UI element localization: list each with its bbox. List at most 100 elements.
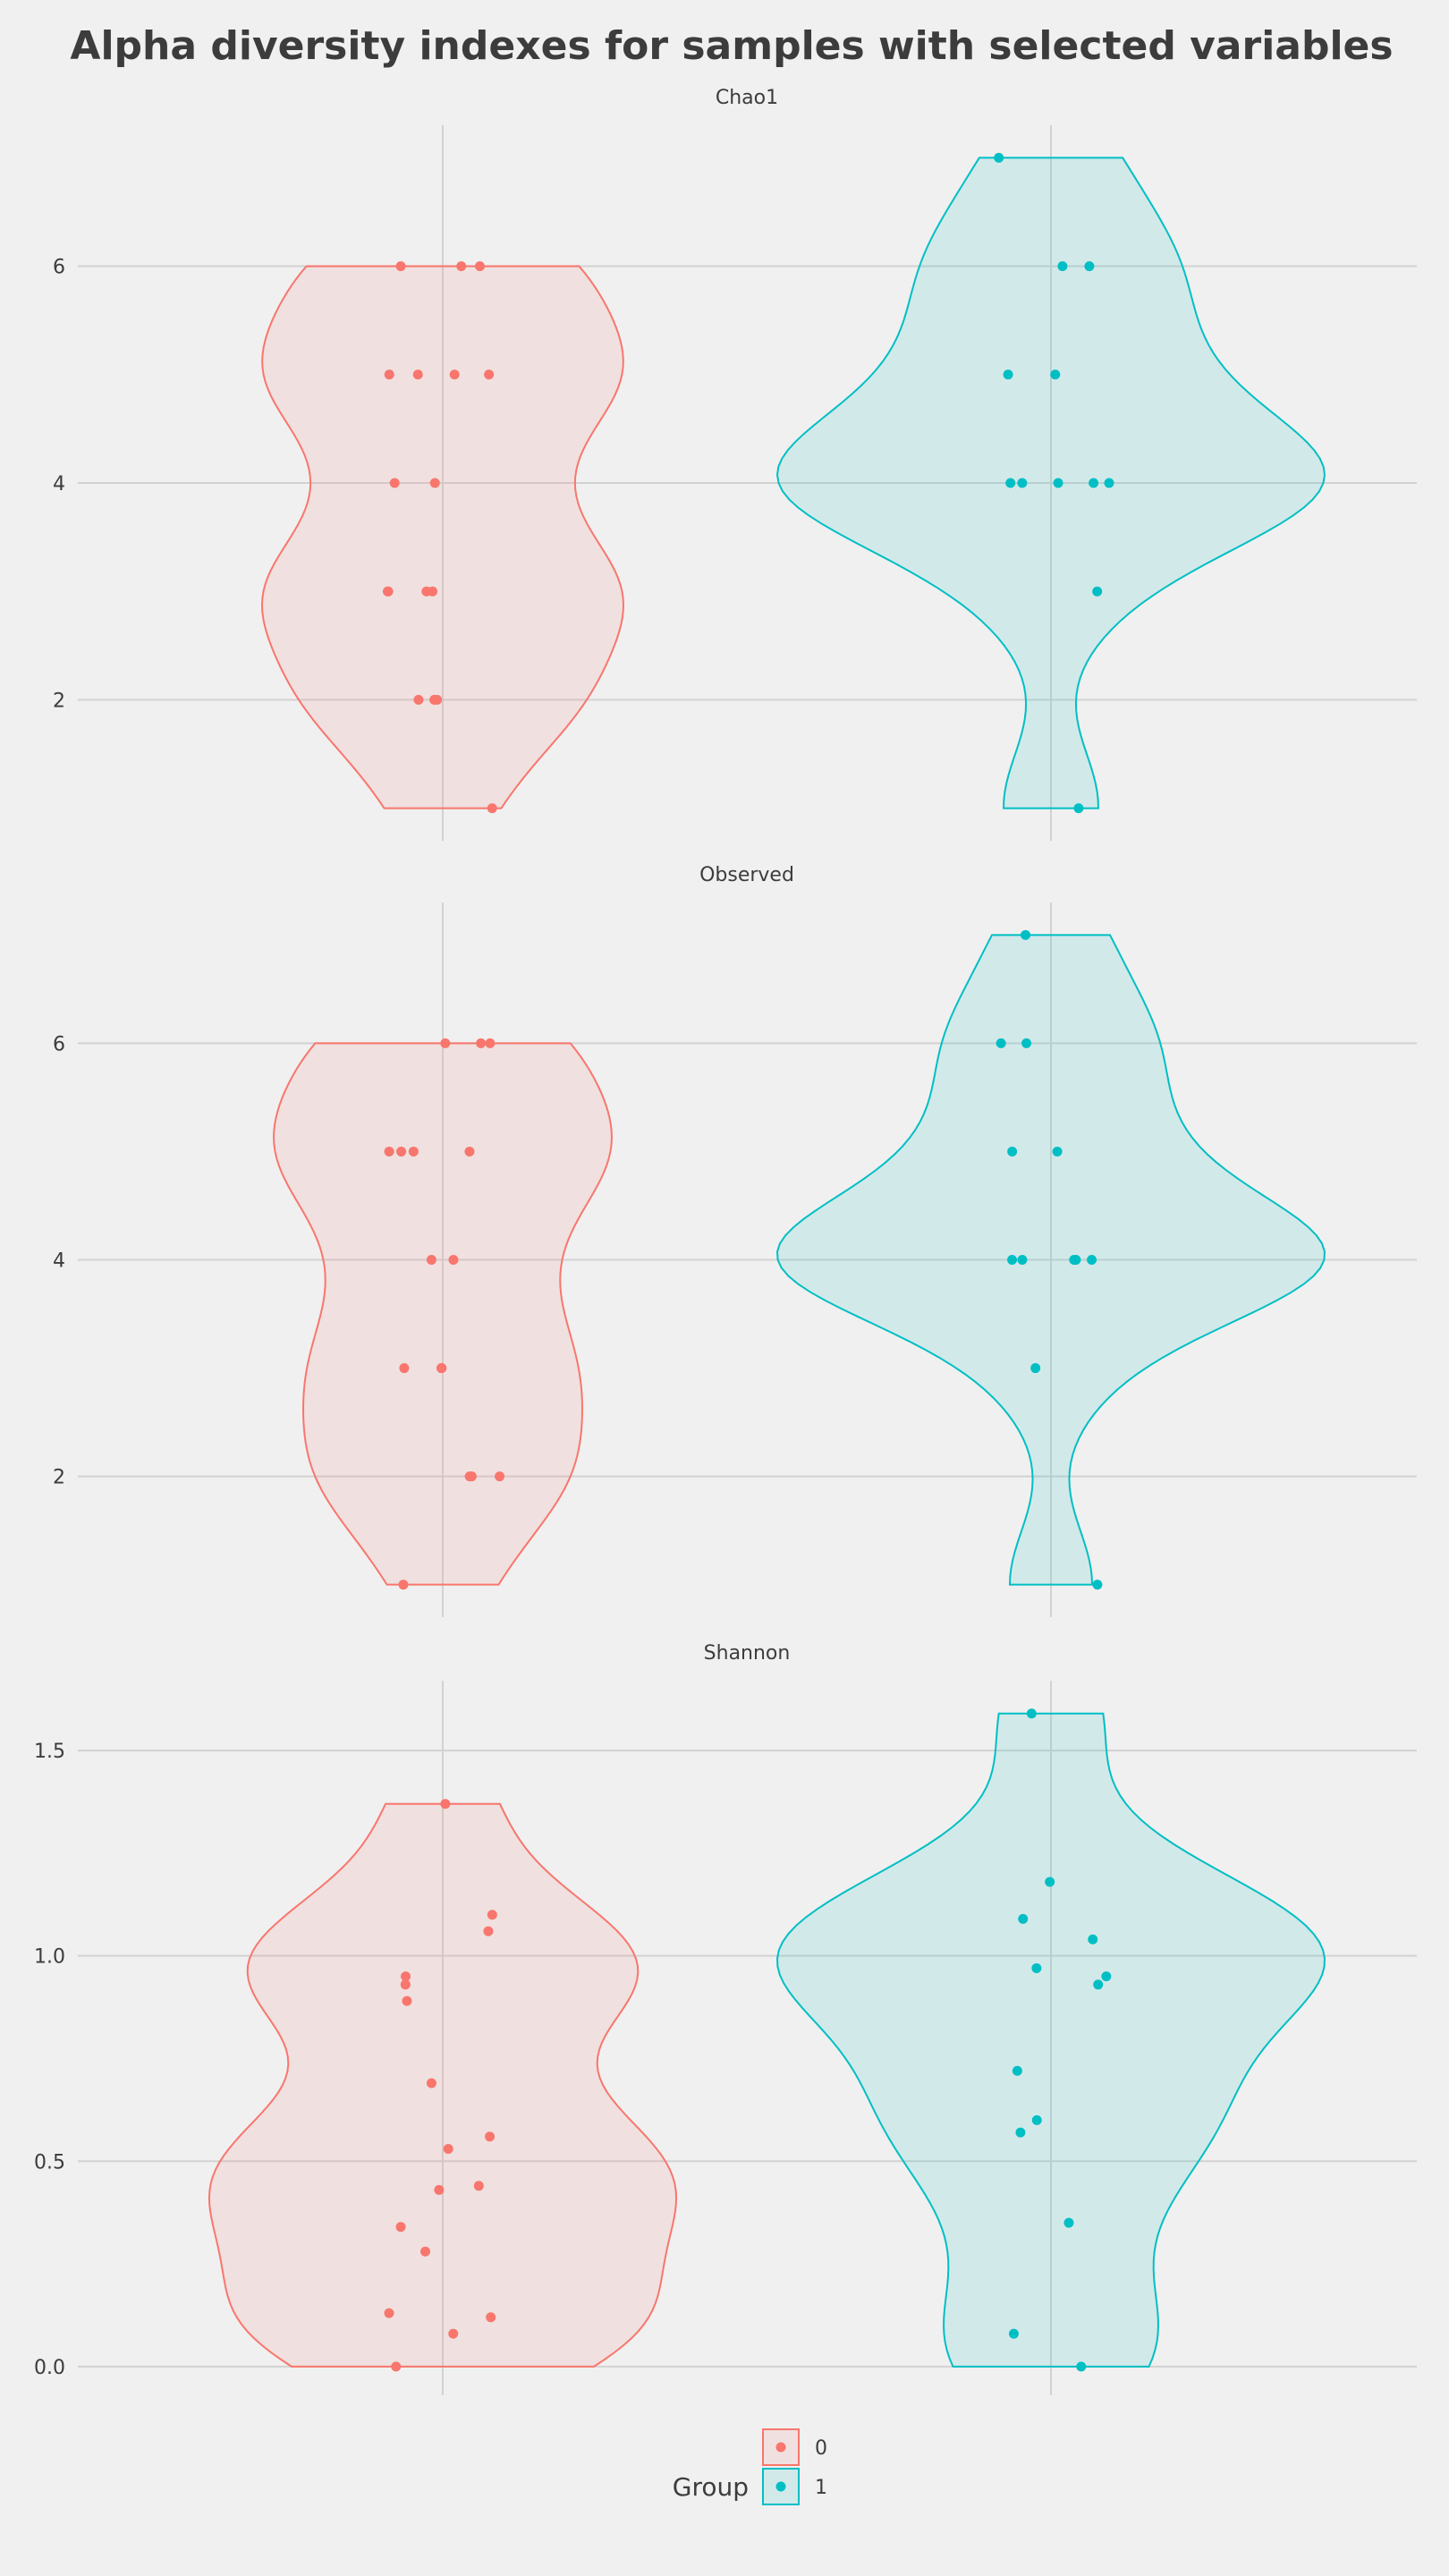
data-point [476, 1038, 487, 1048]
data-point [443, 2143, 453, 2154]
panel-strip-label: Chao1 [716, 87, 778, 109]
data-point [1063, 2217, 1074, 2228]
data-point [486, 2312, 496, 2323]
data-point [473, 2181, 484, 2191]
data-point [384, 2308, 394, 2318]
data-point [449, 369, 460, 380]
data-point [495, 1471, 505, 1482]
data-point [1092, 1580, 1103, 1590]
data-point [384, 1146, 394, 1157]
y-tick-label: 2 [53, 1467, 65, 1489]
legend-key-point [775, 2481, 786, 2492]
data-point [483, 1926, 494, 1936]
legend-title: Group [673, 2472, 749, 2502]
data-point [1026, 1708, 1037, 1719]
data-point [1031, 1962, 1042, 1973]
data-point [1003, 369, 1013, 380]
y-tick-label: 6 [53, 1033, 65, 1055]
data-point [382, 586, 393, 597]
data-point [436, 1363, 447, 1374]
data-point [487, 1910, 497, 1920]
legend-label: 0 [815, 2437, 827, 2460]
data-point [398, 1580, 409, 1590]
data-point [1045, 1877, 1055, 1887]
violin-group-1 [775, 1712, 1326, 2368]
panel-strip-label: Shannon [704, 1642, 791, 1665]
data-point [1057, 261, 1068, 272]
panel-observed: Observed 2 4 6 [53, 864, 1417, 1617]
data-point [412, 369, 423, 380]
data-point [428, 586, 438, 597]
data-point [1104, 478, 1114, 488]
violin-group-1 [775, 934, 1326, 1586]
data-point [1031, 2114, 1042, 2125]
data-point [401, 1971, 411, 1982]
legend-entry-1: 1 [762, 2468, 827, 2505]
data-point [1087, 1255, 1097, 1265]
y-tick-label: 4 [53, 1250, 65, 1273]
violin-group-0 [260, 265, 625, 809]
legend-key-point [775, 2442, 786, 2453]
data-point [1071, 1255, 1081, 1265]
data-point [434, 2184, 445, 2195]
data-point [1007, 1146, 1018, 1157]
data-point [389, 478, 400, 488]
legend: 0 1 Group [673, 2428, 827, 2505]
violin-group-0 [273, 1042, 613, 1586]
y-tick-label: 1.5 [34, 1741, 65, 1763]
data-point [391, 2361, 402, 2372]
y-tick-label: 0.0 [34, 2357, 65, 2379]
y-tick-label: 2 [53, 690, 65, 712]
violin-group-0 [208, 1802, 678, 2368]
y-tick-label: 1.0 [34, 1946, 65, 1969]
data-point [429, 478, 440, 488]
legend-key [762, 2428, 800, 2466]
data-point [395, 261, 406, 272]
data-point [1017, 478, 1028, 488]
legend-label: 1 [815, 2477, 827, 2499]
legend-entry-0: 0 [762, 2428, 827, 2466]
data-point [440, 1038, 451, 1048]
data-point [1089, 478, 1099, 488]
data-point [384, 369, 394, 380]
data-point [994, 152, 1004, 163]
data-point [426, 1255, 436, 1265]
data-point [1053, 478, 1063, 488]
violin-group-1 [775, 157, 1326, 809]
facet-panels: Chao1 2 4 6 Observed 2 4 6 Shannon 0.0 0.5 1.0 1.5 [34, 87, 1417, 2395]
data-point [1052, 1146, 1063, 1157]
data-point [1021, 1038, 1032, 1048]
data-point [440, 1799, 451, 1809]
data-point [1021, 929, 1031, 940]
data-point [464, 1146, 475, 1157]
panel-shannon: Shannon 0.0 0.5 1.0 1.5 [34, 1642, 1417, 2395]
data-point [485, 2131, 496, 2142]
panel-strip-label: Observed [699, 864, 794, 886]
data-point [402, 1996, 412, 2006]
data-point [1018, 1913, 1029, 1924]
data-point [1084, 261, 1095, 272]
data-point [475, 261, 486, 272]
chart-title: Alpha diversity indexes for samples with… [70, 23, 1393, 69]
y-tick-label: 6 [53, 257, 65, 279]
data-point [426, 2078, 436, 2089]
data-point [487, 803, 497, 814]
data-point [395, 2222, 406, 2233]
data-point [408, 1146, 419, 1157]
data-point [1012, 2065, 1022, 2076]
data-point [413, 694, 424, 705]
data-point [456, 261, 467, 272]
panel-chao1: Chao1 2 4 6 [53, 87, 1417, 841]
data-point [399, 1363, 410, 1374]
data-point [484, 369, 495, 380]
data-point [1017, 1255, 1028, 1265]
data-point [396, 1146, 407, 1157]
data-point [429, 694, 440, 705]
data-point [420, 2246, 430, 2257]
data-point [1092, 586, 1103, 597]
data-point [448, 1255, 459, 1265]
data-point [485, 1038, 496, 1048]
data-point [1101, 1971, 1112, 1982]
data-point [1015, 2127, 1026, 2138]
